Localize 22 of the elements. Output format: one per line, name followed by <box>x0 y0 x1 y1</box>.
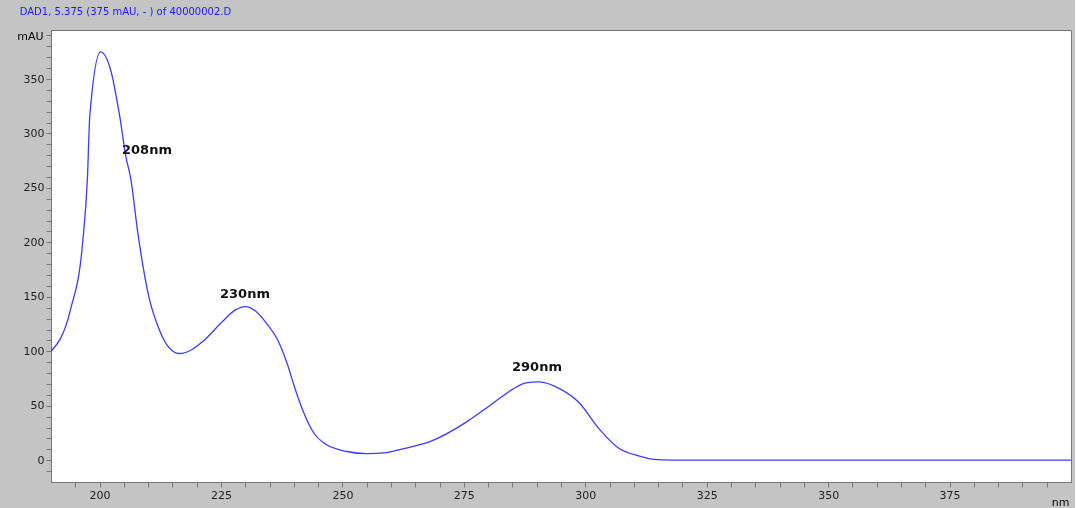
x-tick-label: 325 <box>696 488 718 502</box>
y-tick-label: 0 <box>37 453 45 467</box>
y-axis-title: mAU <box>17 29 44 43</box>
x-tick-label: 350 <box>818 488 840 502</box>
y-tick-label: 350 <box>23 72 45 86</box>
y-tick-label: 50 <box>30 399 45 413</box>
annotation: 230nm <box>220 286 270 301</box>
line-series <box>51 51 1071 461</box>
y-tick-label: 150 <box>23 290 45 304</box>
x-tick-label: 375 <box>939 488 961 502</box>
x-tick-label: 225 <box>211 488 232 502</box>
x-tick-label: 275 <box>453 488 475 502</box>
x-tick-label: 200 <box>89 488 111 502</box>
y-tick-label: 250 <box>23 181 45 195</box>
annotation: 290nm <box>512 359 562 374</box>
y-tick-label: 200 <box>23 235 45 249</box>
chart-title: DAD1, 5.375 (375 mAU, - ) of 40000002.D <box>19 6 232 18</box>
x-tick-label: 300 <box>575 488 597 502</box>
x-tick-label: 250 <box>332 488 354 502</box>
y-tick-label: 100 <box>23 344 45 358</box>
y-tick-label: 300 <box>23 126 45 140</box>
x-axis-title: nm <box>1051 495 1070 508</box>
